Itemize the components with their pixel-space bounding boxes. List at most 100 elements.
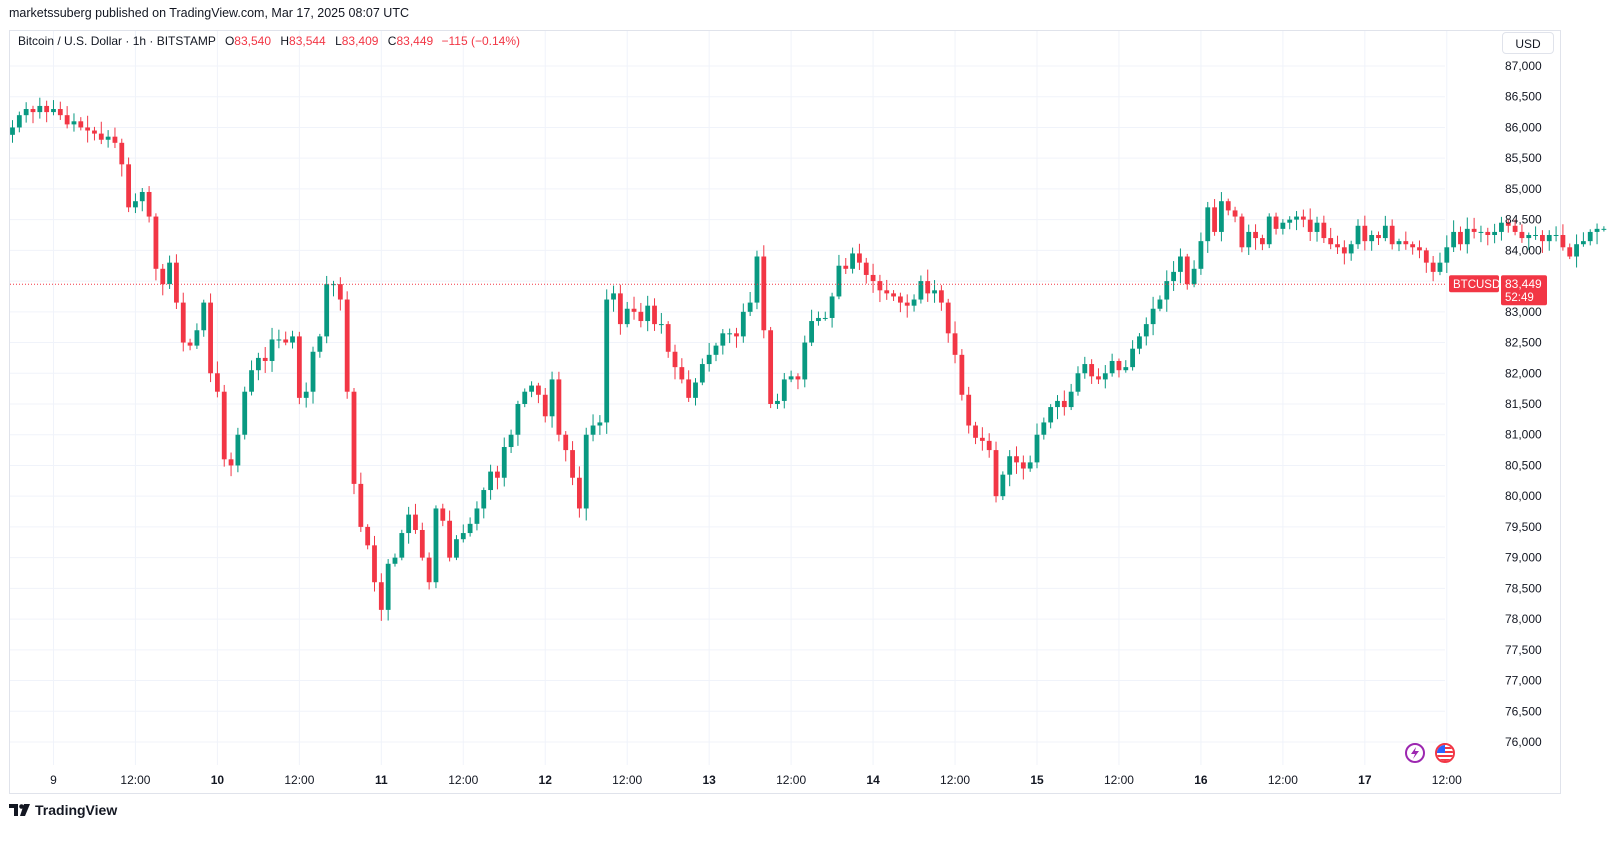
- candle: [51, 100, 56, 116]
- candle-body: [529, 385, 534, 392]
- candle-body: [351, 391, 357, 484]
- candle-body: [631, 308, 637, 312]
- candle: [249, 360, 254, 396]
- candle: [1492, 223, 1498, 244]
- candle: [925, 269, 931, 302]
- candle: [1341, 240, 1347, 265]
- candle: [1089, 359, 1095, 384]
- candle-body: [720, 333, 726, 346]
- candle: [1417, 240, 1422, 259]
- candle: [1458, 226, 1463, 251]
- candle: [37, 97, 43, 119]
- tradingview-logo[interactable]: TradingView: [9, 802, 117, 818]
- candle: [1246, 224, 1252, 255]
- candle-body: [399, 533, 405, 558]
- candle-body: [1341, 247, 1347, 254]
- price-badge-countdown: 52:49: [1505, 292, 1534, 304]
- time-axis[interactable]: 9 12:00 10 12:00 11 12:00 12 12:00 13 12:00 14 12:0…: [50, 773, 1462, 787]
- candle-body: [167, 262, 172, 285]
- candle-body: [1485, 231, 1491, 235]
- candle: [1389, 219, 1395, 250]
- candle-body: [1369, 235, 1375, 242]
- price-axis[interactable]: 76,000 76,500 77,000 77,500 78,000 78,500 79,0…: [1449, 59, 1547, 749]
- candle: [1137, 333, 1142, 355]
- candle-body: [747, 302, 753, 312]
- candle-body: [1376, 235, 1381, 239]
- candle: [1362, 215, 1368, 251]
- candle-body: [979, 437, 985, 441]
- price-tick-label: 81,000: [1505, 428, 1542, 442]
- candle: [658, 312, 664, 334]
- candle-body: [180, 302, 186, 343]
- candle: [1123, 360, 1129, 373]
- time-tick-label: 17: [1358, 773, 1372, 787]
- candle: [1519, 224, 1525, 243]
- time-tick-label: 15: [1030, 773, 1044, 787]
- candle: [829, 292, 835, 328]
- candle-body: [959, 354, 965, 395]
- candle: [1164, 270, 1170, 312]
- candle: [576, 466, 582, 518]
- price-badge-value: 83,449: [1505, 277, 1542, 291]
- candle: [1403, 231, 1409, 250]
- price-tick-label: 84,500: [1505, 213, 1542, 227]
- candle-body: [1212, 207, 1217, 232]
- candle-body: [1526, 235, 1532, 239]
- candle: [891, 290, 896, 301]
- us-flag-icon[interactable]: [1435, 743, 1455, 763]
- candle: [105, 130, 111, 148]
- candle: [447, 510, 453, 562]
- candle-body: [556, 379, 562, 435]
- candle: [1055, 395, 1060, 420]
- candle-body: [809, 321, 815, 343]
- candle-body: [1178, 256, 1183, 272]
- symbol-line[interactable]: Bitcoin / U.S. Dollar · 1h · BITSTAMP: [18, 34, 216, 48]
- candle: [1027, 455, 1033, 472]
- candle: [1321, 215, 1327, 244]
- candle: [843, 257, 849, 275]
- candle-body: [208, 302, 213, 374]
- candle-body: [310, 351, 316, 392]
- candle: [966, 386, 972, 434]
- candle-body: [358, 483, 364, 527]
- candle-body: [863, 262, 869, 275]
- candle-body: [303, 391, 309, 398]
- candle: [1259, 234, 1265, 251]
- close-value: 83,449: [396, 34, 434, 48]
- candle-body: [645, 305, 651, 322]
- candle-body: [672, 351, 678, 368]
- candle-body: [1096, 376, 1101, 380]
- price-tick-label: 82,000: [1505, 366, 1542, 380]
- candle-body: [850, 253, 855, 269]
- chart-pane[interactable]: [9, 30, 1561, 794]
- candle-body: [829, 296, 835, 318]
- candle: [474, 501, 480, 531]
- candle: [1096, 368, 1101, 384]
- candle: [1157, 295, 1163, 312]
- candle: [255, 352, 261, 381]
- candle: [92, 126, 97, 141]
- time-tick-label: 14: [866, 773, 880, 787]
- candle-body: [1137, 336, 1142, 349]
- candle: [221, 384, 227, 467]
- candle-body: [973, 425, 978, 438]
- candle: [44, 100, 50, 123]
- lightning-icon[interactable]: [1405, 743, 1425, 763]
- candle: [508, 429, 514, 454]
- candle-body: [508, 434, 514, 448]
- candle-body: [365, 526, 371, 546]
- candle: [228, 452, 234, 477]
- candle: [119, 138, 125, 177]
- low-label: L: [335, 34, 342, 48]
- candle-body: [952, 333, 958, 355]
- candle-body: [1280, 222, 1286, 229]
- currency-button[interactable]: USD: [1502, 32, 1554, 54]
- candle: [713, 342, 719, 362]
- candle: [652, 298, 657, 331]
- candle-body: [242, 391, 248, 435]
- candle-body: [734, 333, 739, 337]
- candle-body: [843, 265, 849, 269]
- candle-body: [1034, 434, 1040, 463]
- candle: [863, 257, 869, 284]
